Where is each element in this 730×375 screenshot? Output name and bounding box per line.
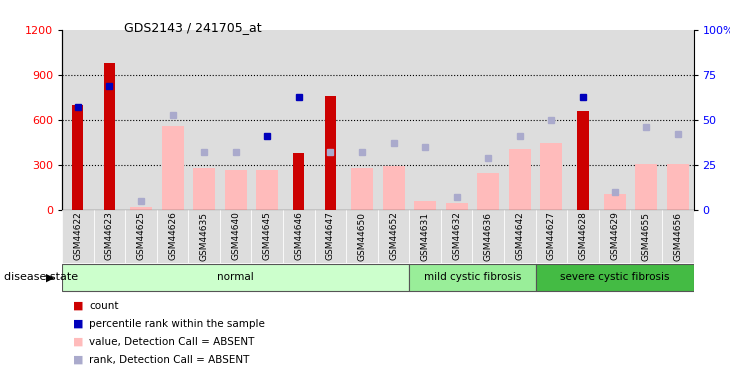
Bar <box>283 30 315 210</box>
Bar <box>220 30 251 210</box>
Bar <box>536 30 567 210</box>
Text: GSM44635: GSM44635 <box>199 211 209 261</box>
Text: GSM44629: GSM44629 <box>610 211 619 261</box>
Bar <box>662 210 694 262</box>
Bar <box>441 30 472 210</box>
Bar <box>567 30 599 210</box>
Bar <box>604 194 626 210</box>
Bar <box>62 30 93 210</box>
Bar <box>315 30 346 210</box>
Bar <box>325 96 336 210</box>
Text: count: count <box>89 301 118 310</box>
Text: GSM44622: GSM44622 <box>73 211 82 260</box>
Text: GSM44642: GSM44642 <box>515 211 524 260</box>
Bar <box>220 210 251 262</box>
Text: severe cystic fibrosis: severe cystic fibrosis <box>560 273 669 282</box>
Text: GSM44623: GSM44623 <box>105 211 114 261</box>
Bar <box>256 170 278 210</box>
Bar <box>662 30 694 210</box>
Text: ▶: ▶ <box>46 273 55 282</box>
Text: GSM44646: GSM44646 <box>294 211 304 261</box>
Bar <box>72 105 83 210</box>
Bar <box>315 210 346 262</box>
Bar <box>536 264 693 291</box>
Bar <box>188 30 220 210</box>
Text: percentile rank within the sample: percentile rank within the sample <box>89 319 265 328</box>
Bar <box>93 30 126 210</box>
Bar <box>631 210 662 262</box>
Bar <box>477 173 499 210</box>
Bar <box>410 30 441 210</box>
Text: GSM44632: GSM44632 <box>452 211 461 261</box>
Bar <box>283 210 315 262</box>
Bar <box>472 30 504 210</box>
Text: ■: ■ <box>73 355 83 364</box>
Bar <box>161 126 184 210</box>
Text: disease state: disease state <box>4 273 78 282</box>
Text: GSM44656: GSM44656 <box>673 211 683 261</box>
Bar <box>441 210 472 262</box>
Bar <box>225 170 247 210</box>
Bar <box>62 210 93 262</box>
Text: GSM44636: GSM44636 <box>484 211 493 261</box>
Bar <box>62 264 410 291</box>
Bar <box>252 30 283 210</box>
Bar <box>157 210 188 262</box>
Bar <box>504 30 536 210</box>
Bar <box>378 210 410 262</box>
Text: GSM44655: GSM44655 <box>642 211 650 261</box>
Bar <box>130 207 152 210</box>
Text: ■: ■ <box>73 301 83 310</box>
Bar <box>93 210 126 262</box>
Text: mild cystic fibrosis: mild cystic fibrosis <box>424 273 521 282</box>
Bar <box>157 30 188 210</box>
Bar <box>599 210 631 262</box>
Bar <box>445 202 468 210</box>
Bar <box>383 166 404 210</box>
Bar <box>346 30 378 210</box>
Bar <box>346 210 378 262</box>
Bar <box>509 148 531 210</box>
Text: ■: ■ <box>73 337 83 346</box>
Bar <box>252 210 283 262</box>
Text: GDS2143 / 241705_at: GDS2143 / 241705_at <box>124 21 262 34</box>
Bar <box>193 168 215 210</box>
Bar <box>410 210 441 262</box>
Bar <box>540 142 563 210</box>
Bar <box>414 201 437 210</box>
Bar <box>504 210 536 262</box>
Bar <box>126 210 157 262</box>
Text: rank, Detection Call = ABSENT: rank, Detection Call = ABSENT <box>89 355 250 364</box>
Bar <box>126 30 157 210</box>
Text: GSM44650: GSM44650 <box>358 211 366 261</box>
Bar <box>635 164 657 210</box>
Bar <box>631 30 662 210</box>
Text: GSM44647: GSM44647 <box>326 211 335 261</box>
Bar <box>567 210 599 262</box>
Bar <box>599 30 631 210</box>
Text: GSM44631: GSM44631 <box>420 211 430 261</box>
Bar <box>351 168 373 210</box>
Bar <box>104 63 115 210</box>
Bar <box>410 264 536 291</box>
Text: value, Detection Call = ABSENT: value, Detection Call = ABSENT <box>89 337 255 346</box>
Text: GSM44625: GSM44625 <box>137 211 145 261</box>
Bar <box>188 210 220 262</box>
Text: GSM44645: GSM44645 <box>263 211 272 261</box>
Text: ■: ■ <box>73 319 83 328</box>
Bar <box>666 164 689 210</box>
Text: normal: normal <box>218 273 254 282</box>
Bar <box>293 153 304 210</box>
Bar <box>378 30 410 210</box>
Bar <box>577 111 588 210</box>
Text: GSM44628: GSM44628 <box>578 211 588 261</box>
Bar <box>536 210 567 262</box>
Text: GSM44652: GSM44652 <box>389 211 398 261</box>
Bar <box>472 210 504 262</box>
Text: GSM44626: GSM44626 <box>168 211 177 261</box>
Text: GSM44627: GSM44627 <box>547 211 556 261</box>
Text: GSM44640: GSM44640 <box>231 211 240 261</box>
